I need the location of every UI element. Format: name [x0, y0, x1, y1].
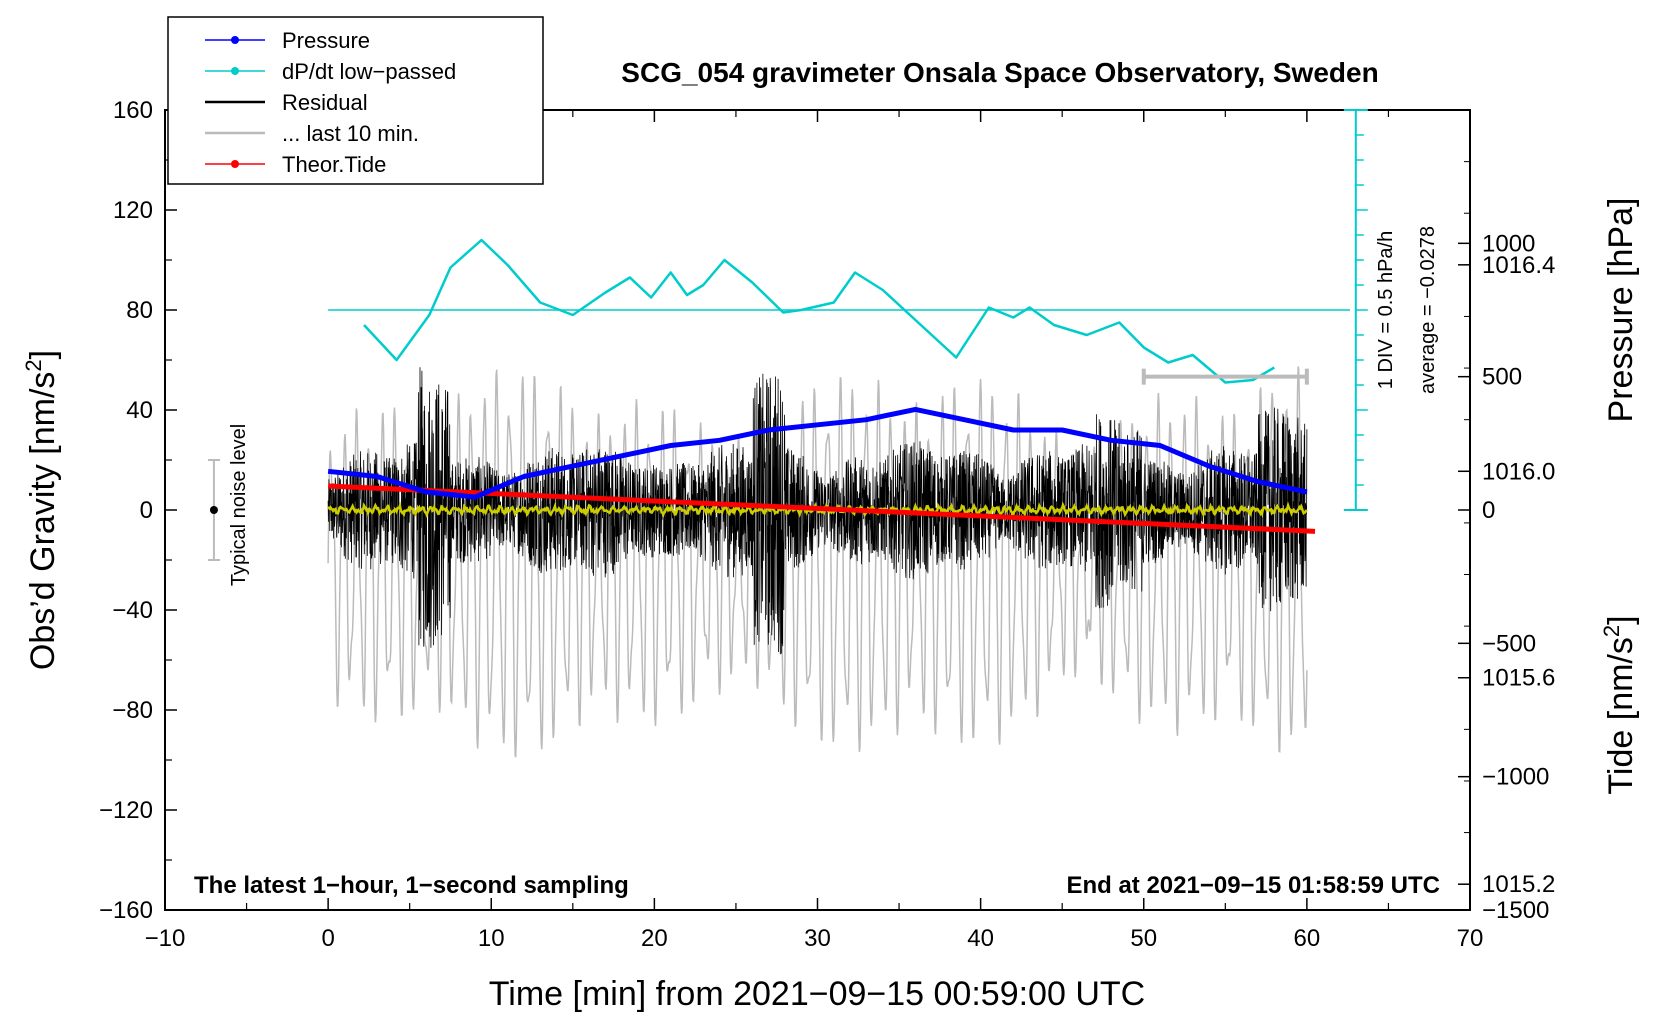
y-axis-title-pressure: Pressure [hPa] [1602, 198, 1640, 423]
tide-tick-label: −1500 [1482, 897, 1549, 924]
noise-level-label: Typical noise level [228, 424, 250, 586]
y-axis-title-tide-sup: 2 [1599, 625, 1624, 637]
pressure-series [327, 406, 1308, 500]
x-tick-label: 70 [1457, 925, 1484, 952]
y-tick-label: 0 [140, 497, 153, 524]
y-axis-title-left-main: Obs’d Gravity [nm/s [24, 372, 62, 671]
bottom-left-note: The latest 1−hour, 1−second sampling [194, 872, 629, 899]
x-tick-label: 10 [478, 925, 505, 952]
tide-tick-label: 1000 [1482, 230, 1535, 257]
y-tick-label: 120 [113, 197, 153, 224]
pressure-tick-label: 1015.6 [1482, 665, 1555, 692]
theor-tide-line [328, 483, 1316, 534]
y-tick-label: 160 [113, 97, 153, 124]
y-axis-left: 160 120 80 40 0 −40 −80 −120 −160 [99, 97, 177, 924]
dpdt-series [328, 238, 1350, 384]
y-tick-label: −40 [112, 597, 153, 624]
dpdt-scale-axis [1343, 109, 1368, 511]
grey-range-bar [1141, 368, 1309, 385]
legend-marker [231, 67, 239, 75]
y-axis-pressure: 1016.4 1016.0 1015.6 1015.2 [1458, 161, 1555, 898]
residual-line [327, 367, 1308, 655]
legend-label: ... last 10 min. [282, 121, 419, 146]
x-tick-label: 20 [641, 925, 668, 952]
legend-box [167, 16, 544, 185]
y-tick-label: −120 [99, 797, 153, 824]
legend-entries: Pressure dP/dt low−passed Residual ... last… [205, 28, 456, 177]
div-label: 1 DIV = 0.5 hPa/h [1375, 231, 1397, 389]
legend: Pressure dP/dt low−passed Residual ... last… [167, 16, 544, 185]
dpdt-line [363, 238, 1275, 384]
y-tick-label: −160 [99, 897, 153, 924]
tide-tick-label: 0 [1482, 497, 1495, 524]
y-axis-title-left-close: ] [24, 350, 62, 359]
x-tick-label: 50 [1130, 925, 1157, 952]
chart-title: SCG_054 gravimeter Onsala Space Observat… [621, 57, 1378, 88]
x-tick-label: 0 [321, 925, 334, 952]
legend-marker [231, 160, 239, 168]
y-axis-title-tide-close: ] [1602, 615, 1640, 624]
legend-label: dP/dt low−passed [282, 59, 456, 84]
legend-marker [231, 36, 239, 44]
x-tick-label: 40 [967, 925, 994, 952]
legend-label: Theor.Tide [282, 152, 386, 177]
tide-tick-label: −1000 [1482, 764, 1549, 791]
residual-series [327, 367, 1308, 655]
noise-level-bar [207, 459, 220, 561]
pressure-line [327, 406, 1308, 500]
last-10-min-line [327, 366, 1308, 758]
y-axis-title-left: Obs’d Gravity [nm/s2] [21, 350, 62, 670]
x-tick-label: 60 [1294, 925, 1321, 952]
pressure-tick-label: 1015.2 [1482, 871, 1555, 898]
y-tick-label: −80 [112, 697, 153, 724]
legend-label: Residual [282, 90, 368, 115]
y-axis-title-left-sup: 2 [21, 359, 46, 371]
x-axis-title: Time [min] from 2021−09−15 00:59:00 UTC [489, 975, 1145, 1013]
y-tick-label: 40 [126, 397, 153, 424]
tide-tick-label: −500 [1482, 630, 1536, 657]
pressure-tick-label: 1016.4 [1482, 252, 1555, 279]
x-axis: −10 0 10 20 30 40 50 60 70 [145, 110, 1484, 952]
pressure-tick-label: 1016.0 [1482, 458, 1555, 485]
noise-bar-dot [209, 506, 218, 514]
legend-label: Pressure [282, 28, 370, 53]
x-tick-label: 30 [804, 925, 831, 952]
x-tick-label: −10 [145, 925, 186, 952]
last-10-min-series [327, 366, 1308, 758]
tide-tick-label: 500 [1482, 364, 1522, 391]
theor-tide-series [328, 483, 1316, 534]
average-label: average = −0.0278 [1417, 226, 1439, 394]
y-axis-title-tide: Tide [nm/s2] [1599, 615, 1640, 794]
bottom-right-note: End at 2021−09−15 01:58:59 UTC [1066, 872, 1440, 899]
y-axis-tide: 1000 500 0 −500 −1000 −1500 [1458, 230, 1549, 924]
y-tick-label: 80 [126, 297, 153, 324]
y-axis-title-tide-main: Tide [nm/s [1602, 637, 1640, 794]
